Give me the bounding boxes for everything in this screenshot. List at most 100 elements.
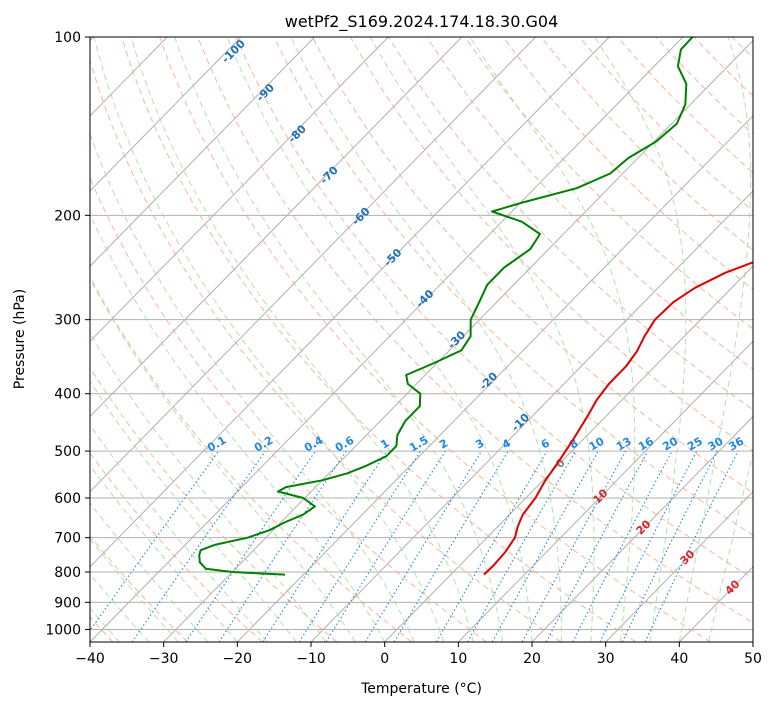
mixing-ratio-line <box>90 450 220 632</box>
dry-adiabat-line <box>350 37 753 452</box>
x-tick-label: 30 <box>597 651 615 667</box>
isotherm-line <box>678 566 753 642</box>
y-tick-label: 100 <box>54 30 81 46</box>
isotherm-label: -100 <box>219 37 248 66</box>
mixing-ratio-line <box>325 450 446 642</box>
moist-adiabat-line <box>290 37 562 642</box>
moist-adiabat-line <box>90 464 238 642</box>
mixing-ratio-line <box>262 450 388 642</box>
y-tick-label: 500 <box>54 444 81 460</box>
moist-adiabat-line <box>678 37 752 642</box>
y-axis-title: Pressure (hPa) <box>12 289 28 389</box>
isotherm-label: -10 <box>509 411 532 434</box>
dry-adiabat-line <box>426 37 753 370</box>
mixing-ratio-line <box>131 450 266 642</box>
moist-adiabat-line <box>593 37 687 642</box>
isotherm-line <box>90 37 389 343</box>
x-tick-label: −30 <box>149 651 179 667</box>
axes: −40 −30 −20 −10 0 10 20 30 40 50 1000 900 800 700 600 5… <box>45 30 762 667</box>
y-tick-label: 1000 <box>45 622 81 638</box>
isotherm-label: -20 <box>477 369 500 392</box>
isotherm-line <box>605 490 753 642</box>
profile-lines <box>198 37 753 576</box>
dry-adiabat-line <box>617 37 753 174</box>
y-tick-label: 900 <box>54 595 81 611</box>
mixing-ratio-line <box>545 450 649 642</box>
y-tick-label: 600 <box>54 491 81 507</box>
x-tick-label: −20 <box>223 651 253 667</box>
moist-adiabat-line <box>369 37 595 642</box>
isotherm-line <box>163 39 753 642</box>
x-tick-label: −40 <box>75 651 105 667</box>
dry-adiabat-line <box>273 37 753 536</box>
isotherm-label: -90 <box>254 81 277 104</box>
mixing-ratio-label: 4 <box>500 436 513 451</box>
y-tick-label: 200 <box>54 208 81 224</box>
dry-adiabat-line <box>197 37 753 624</box>
dry-adiabat-line <box>90 452 263 642</box>
moist-adiabat-line <box>469 37 636 642</box>
dry-adiabat-line <box>311 37 753 494</box>
dry-adiabat-line <box>502 37 753 290</box>
dry-adiabat-line <box>90 366 338 642</box>
isotherm-line <box>310 190 753 642</box>
y-tick-label: 800 <box>54 565 81 581</box>
moist-adiabat-line <box>93 37 445 642</box>
moist-adiabat-line <box>130 37 474 642</box>
isotherm-line <box>752 641 753 642</box>
isotherm-line <box>90 37 315 267</box>
isotherm-line <box>236 115 753 642</box>
mixing-ratio-line <box>298 450 422 642</box>
mixing-ratio-line <box>521 450 627 642</box>
dry-adiabat-line <box>159 37 711 642</box>
moist-adiabat-line <box>708 451 753 642</box>
y-tick-label: 300 <box>54 313 81 329</box>
dry-adiabat-line <box>388 37 753 411</box>
x-tick-label: 20 <box>523 651 541 667</box>
mixing-ratio-line <box>467 450 577 642</box>
dry-adiabat-line <box>235 37 753 580</box>
x-tick-label: 0 <box>380 651 389 667</box>
moist-adiabat-line <box>0 37 61 642</box>
isotherm-label: -70 <box>318 163 341 186</box>
mixing-ratio-line <box>364 450 483 642</box>
dry-adiabat-line <box>464 37 753 330</box>
moist-adiabat-line <box>90 380 297 642</box>
moist-adiabat-line <box>90 332 327 642</box>
dry-adiabat-line <box>770 37 775 642</box>
isotherm-line <box>90 37 242 192</box>
moist-adiabat-line <box>226 37 533 642</box>
isotherm-line <box>90 37 684 642</box>
isotherm-line <box>457 340 753 642</box>
theta-label: 30 <box>678 547 698 567</box>
moist-adiabat-line <box>90 502 209 642</box>
dry-adiabat-line <box>121 37 637 642</box>
mixing-ratio-line <box>185 450 316 642</box>
isotherm-label: -60 <box>349 205 372 228</box>
isotherm-label: -30 <box>445 328 468 351</box>
moist-adiabat-line <box>90 132 415 642</box>
mixing-ratio-line <box>218 450 347 642</box>
isotherm-line <box>90 37 536 493</box>
dry-adiabat-line <box>90 58 562 642</box>
mixing-ratio-label: 6 <box>539 436 552 451</box>
x-tick-label: 40 <box>670 651 688 667</box>
annotation-labels: 0.1 0.2 0.4 0.6 1 1.5 2 3 4 6 8 10 13 16 20 25 30 36-100-… <box>205 37 746 598</box>
dry-adiabat-line <box>693 37 753 97</box>
isotherm-label: -40 <box>413 287 436 310</box>
y-tick-label: 400 <box>54 387 81 403</box>
moist-adiabat-line <box>90 277 356 642</box>
mixing-ratio-line <box>599 450 698 642</box>
x-tick-label: −10 <box>296 651 326 667</box>
mixing-ratio-line <box>435 450 548 642</box>
mixing-ratio-line <box>491 450 599 642</box>
dry-adiabat-line <box>90 176 487 642</box>
isotherm-line <box>384 265 753 642</box>
isotherm-line <box>90 37 610 568</box>
y-tick-label: 700 <box>54 531 81 547</box>
isotherm-line <box>90 37 463 418</box>
mixing-ratio-line <box>393 450 509 642</box>
mixing-ratio-label: 1 <box>379 437 392 452</box>
mixing-ratio-line <box>572 450 673 642</box>
